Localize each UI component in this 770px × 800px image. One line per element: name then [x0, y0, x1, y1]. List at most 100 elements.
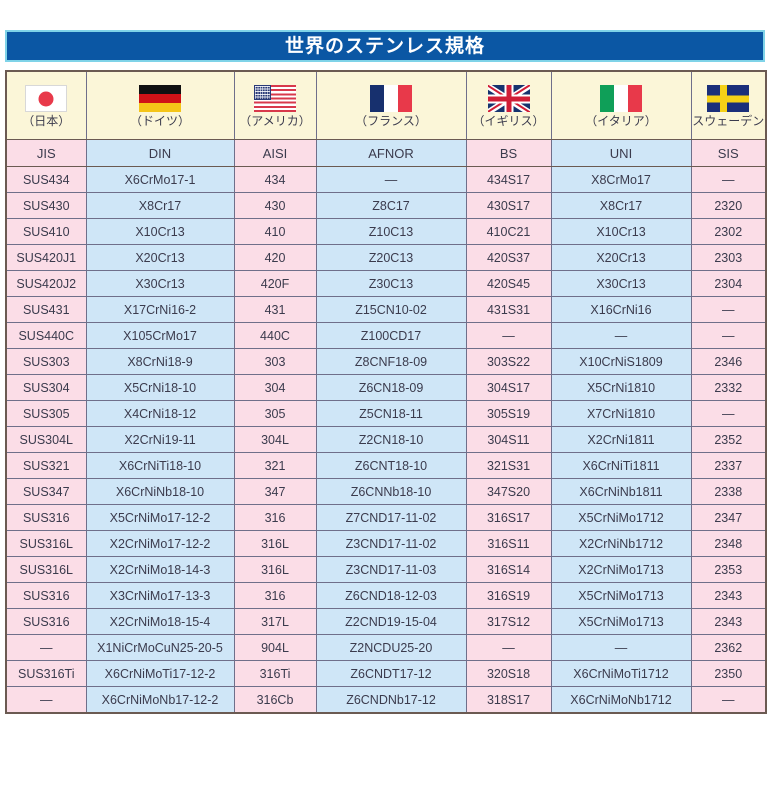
- table-row: SUS316L X2CrNiMo18-14-3 316L Z3CND17-11-03 3…: [5, 556, 767, 583]
- cell-afnor: Z3CND17-11-03: [315, 556, 467, 583]
- cell-bs: 317S12: [465, 608, 552, 635]
- table-row: SUS431 X17CrNi16-2 431 Z15CN10-02 431S31 X16C…: [5, 296, 767, 323]
- standard-header-uni: UNI: [550, 139, 692, 167]
- cell-din: X8Cr17: [85, 192, 235, 219]
- cell-aisi: 303: [233, 348, 317, 375]
- cell-jis: SUS434: [5, 166, 87, 193]
- country-label-usa: （アメリカ）: [239, 114, 311, 128]
- cell-sis: 2320: [690, 192, 767, 219]
- flag-cell-france: （フランス）: [315, 70, 467, 140]
- cell-aisi: 316Cb: [233, 686, 317, 714]
- cell-sis: 2346: [690, 348, 767, 375]
- cell-uni: X5CrNiMo1713: [550, 608, 692, 635]
- cell-aisi: 316L: [233, 530, 317, 557]
- cell-bs: 305S19: [465, 400, 552, 427]
- cell-din: X2CrNi19-11: [85, 426, 235, 453]
- cell-aisi: 347: [233, 478, 317, 505]
- cell-afnor: Z2CN18-10: [315, 426, 467, 453]
- cell-jis: SUS303: [5, 348, 87, 375]
- cell-aisi: 410: [233, 218, 317, 245]
- table-row: SUS316 X2CrNiMo18-15-4 317L Z2CND19-15-04 31…: [5, 608, 767, 635]
- table-row: SUS347 X6CrNiNb18-10 347 Z6CNNb18-10 347S20 X…: [5, 478, 767, 505]
- cell-aisi: 904L: [233, 634, 317, 661]
- standard-header-jis: JIS: [5, 139, 87, 167]
- cell-bs: 320S18: [465, 660, 552, 687]
- table-row: SUS316 X3CrNiMo17-13-3 316 Z6CND18-12-03 316…: [5, 582, 767, 609]
- cell-bs: 318S17: [465, 686, 552, 714]
- cell-bs: 431S31: [465, 296, 552, 323]
- cell-afnor: Z15CN10-02: [315, 296, 467, 323]
- cell-din: X6CrNiTi18-10: [85, 452, 235, 479]
- cell-uni: X2CrNi1811: [550, 426, 692, 453]
- cell-sis: 2348: [690, 530, 767, 557]
- cell-jis: SUS347: [5, 478, 87, 505]
- flag-cell-sweden: （スウェーデン）: [690, 70, 767, 140]
- cell-jis: SUS316: [5, 582, 87, 609]
- cell-sis: 2343: [690, 582, 767, 609]
- cell-jis: SUS410: [5, 218, 87, 245]
- cell-aisi: 305: [233, 400, 317, 427]
- standard-header-bs: BS: [465, 139, 552, 167]
- cell-afnor: Z100CD17: [315, 322, 467, 349]
- table-row: SUS321 X6CrNiTi18-10 321 Z6CNT18-10 321S31 X6…: [5, 452, 767, 479]
- cell-sis: 2350: [690, 660, 767, 687]
- cell-jis: SUS304L: [5, 426, 87, 453]
- cell-afnor: Z6CNNb18-10: [315, 478, 467, 505]
- cell-afnor: Z5CN18-11: [315, 400, 467, 427]
- cell-aisi: 434: [233, 166, 317, 193]
- standard-header-afnor: AFNOR: [315, 139, 467, 167]
- cell-sis: —: [690, 322, 767, 349]
- cell-aisi: 304L: [233, 426, 317, 453]
- cell-jis: SUS420J2: [5, 270, 87, 297]
- cell-sis: 2332: [690, 374, 767, 401]
- cell-jis: SUS431: [5, 296, 87, 323]
- table-row: SUS434 X6CrMo17-1 434—434S17 X8CrMo17—: [5, 166, 767, 193]
- cell-uni: X6CrNiMoTi1712: [550, 660, 692, 687]
- cell-uni: X10Cr13: [550, 218, 692, 245]
- cell-sis: 2338: [690, 478, 767, 505]
- cell-bs: 321S31: [465, 452, 552, 479]
- standards-comparison-table: （日本） （ドイツ） （アメリカ）: [5, 70, 767, 714]
- cell-bs: 304S11: [465, 426, 552, 453]
- table-row: SUS430 X8Cr17 430 Z8C17 430S17 X8Cr17 2320: [5, 192, 767, 219]
- table-row: SUS440C X105CrMo17 440C Z100CD17— — —: [5, 322, 767, 349]
- cell-jis: SUS316Ti: [5, 660, 87, 687]
- cell-bs: —: [465, 322, 552, 349]
- cell-uni: X6CrNiNb1811: [550, 478, 692, 505]
- standard-header-row: JIS DIN AISI AFNOR BS UNI SIS: [5, 139, 767, 167]
- table-row: SUS316Ti X6CrNiMoTi17-12-2 316Ti Z6CNDT17-1…: [5, 660, 767, 687]
- cell-afnor: Z6CN18-09: [315, 374, 467, 401]
- cell-aisi: 316: [233, 504, 317, 531]
- cell-din: X2CrNiMo17-12-2: [85, 530, 235, 557]
- cell-bs: 316S17: [465, 504, 552, 531]
- cell-afnor: Z30C13: [315, 270, 467, 297]
- country-label-sweden: （スウェーデン）: [692, 114, 765, 128]
- cell-din: X4CrNi18-12: [85, 400, 235, 427]
- cell-afnor: Z8CNF18-09: [315, 348, 467, 375]
- cell-jis: SUS316L: [5, 530, 87, 557]
- standard-header-aisi: AISI: [233, 139, 317, 167]
- country-label-germany: （ドイツ）: [129, 114, 190, 128]
- flag-cell-italy: （イタリア）: [550, 70, 692, 140]
- country-label-uk: （イギリス）: [472, 114, 545, 128]
- cell-din: X8CrNi18-9: [85, 348, 235, 375]
- cell-jis: SUS430: [5, 192, 87, 219]
- cell-uni: —: [550, 634, 692, 661]
- cell-aisi: 321: [233, 452, 317, 479]
- cell-din: X5CrNiMo17-12-2: [85, 504, 235, 531]
- cell-sis: —: [690, 400, 767, 427]
- cell-bs: 410C21: [465, 218, 552, 245]
- cell-afnor: Z6CNDNb17-12: [315, 686, 467, 714]
- flag-cell-usa: （アメリカ）: [233, 70, 317, 140]
- cell-jis: —: [5, 686, 87, 714]
- table-row: — X6CrNiMoNb17-12-2 316Cb Z6CNDNb17-12 318S1…: [5, 686, 767, 714]
- cell-uni: X30Cr13: [550, 270, 692, 297]
- cell-din: X1NiCrMoCuN25-20-5: [85, 634, 235, 661]
- cell-uni: X5CrNiMo1712: [550, 504, 692, 531]
- cell-din: X10Cr13: [85, 218, 235, 245]
- flag-france-icon: [370, 85, 412, 112]
- standard-header-sis: SIS: [690, 139, 767, 167]
- cell-afnor: Z2NCDU25-20: [315, 634, 467, 661]
- cell-bs: 434S17: [465, 166, 552, 193]
- cell-sis: —: [690, 686, 767, 714]
